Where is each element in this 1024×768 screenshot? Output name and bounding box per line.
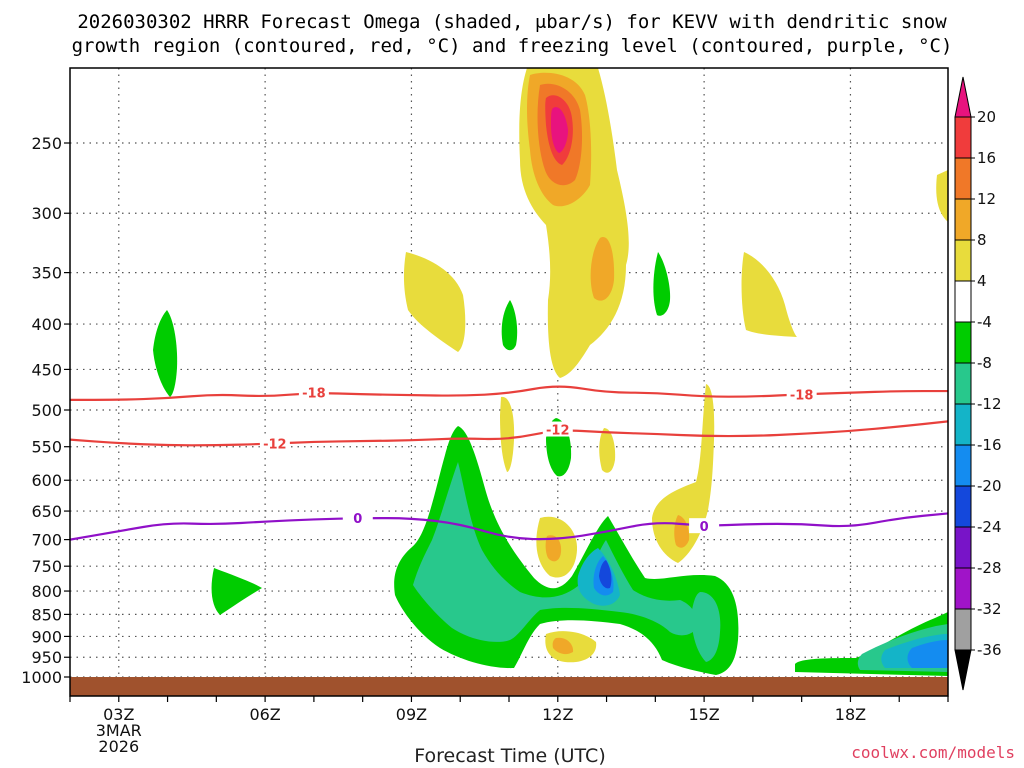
contour-label: 0 bbox=[700, 520, 709, 535]
contour-label-bg bbox=[298, 384, 329, 400]
omega-region-descent-teal bbox=[413, 462, 698, 642]
colorbar-label: -4 bbox=[977, 313, 992, 331]
y-tick-label: 700 bbox=[31, 531, 62, 550]
y-tick-label: 650 bbox=[31, 502, 62, 521]
y-tick-label: 250 bbox=[31, 134, 62, 153]
contour-label-bg bbox=[786, 386, 817, 402]
contour-label: 0 bbox=[353, 512, 362, 527]
colorbar-label: 16 bbox=[977, 149, 996, 167]
y-tick-label: 600 bbox=[31, 471, 62, 490]
colorbar-label: -36 bbox=[977, 641, 1002, 659]
colorbar-band bbox=[954, 362, 972, 405]
x-tick-label: 12Z bbox=[542, 705, 573, 724]
omega-region-descent-teal-b bbox=[691, 592, 721, 662]
x-tick-sublabel: 2026 bbox=[98, 737, 139, 756]
y-tick-label: 450 bbox=[31, 360, 62, 379]
omega-region-yellow-b bbox=[741, 252, 797, 337]
y-tick-label: 500 bbox=[31, 401, 62, 420]
y-tick-label: 1000 bbox=[21, 668, 62, 687]
colorbar-band bbox=[954, 485, 972, 528]
colorbar-label: 4 bbox=[977, 272, 987, 290]
contour-label: -12 bbox=[546, 424, 570, 439]
colorbar-label: -24 bbox=[977, 518, 1002, 536]
omega-region-yellow-d bbox=[500, 396, 515, 472]
omega-region-yellow-a bbox=[403, 252, 466, 352]
y-tick-label: 350 bbox=[31, 264, 62, 283]
omega-region-green-e bbox=[211, 568, 262, 615]
contour-label-bg bbox=[689, 518, 720, 534]
colorbar-band bbox=[954, 526, 972, 569]
x-tick-sublabel: 3MAR bbox=[96, 721, 142, 740]
contour-line bbox=[70, 512, 948, 541]
colorbar-band bbox=[954, 321, 972, 364]
omega-region-orange-small-a bbox=[545, 535, 562, 562]
omega-region-green-a bbox=[153, 310, 178, 397]
colorbar-band bbox=[954, 403, 972, 446]
contour-label-bg bbox=[342, 510, 373, 526]
y-tick-label: 750 bbox=[31, 557, 62, 576]
contour-label: -18 bbox=[790, 388, 814, 403]
contour-label-bg bbox=[259, 435, 290, 451]
y-tick-label: 400 bbox=[31, 315, 62, 334]
contour-line bbox=[70, 420, 948, 447]
colorbar-label: -8 bbox=[977, 354, 992, 372]
colorbar-band bbox=[954, 116, 972, 159]
colorbar-band bbox=[954, 280, 972, 323]
credit-link[interactable]: coolwx.com/models bbox=[851, 743, 1015, 762]
x-tick-label: 09Z bbox=[396, 705, 427, 724]
y-tick-label: 950 bbox=[31, 648, 62, 667]
colorbar-label: -20 bbox=[977, 477, 1002, 495]
colorbar-label: -28 bbox=[977, 559, 1002, 577]
colorbar-cap-top bbox=[954, 76, 972, 118]
colorbar-label: 8 bbox=[977, 231, 987, 249]
x-axis-label: Forecast Time (UTC) bbox=[414, 745, 605, 767]
omega-region-descent-sfc-blue bbox=[907, 640, 948, 668]
colorbar-label: 20 bbox=[977, 108, 996, 126]
omega-region-green-b bbox=[501, 300, 518, 351]
omega-region-descent-darkblue bbox=[599, 560, 612, 589]
chart-title-line1: 2026030302 HRRR Forecast Omega (shaded, … bbox=[77, 11, 947, 33]
colorbar-band bbox=[954, 444, 972, 487]
chart-title-line2: growth region (contoured, red, °C) and f… bbox=[72, 35, 953, 57]
y-tick-label: 900 bbox=[31, 627, 62, 646]
omega-region-20 bbox=[551, 107, 568, 153]
colorbar-band bbox=[954, 198, 972, 241]
colorbar: 20 16 12 8 4 -4 -8 -12 -16 -20 -24 -28 -32 -36 bbox=[954, 76, 1002, 691]
x-tick-label: 06Z bbox=[249, 705, 280, 724]
y-axis: 250 300 350 400 450 500 550 600 650 700 750 800 850 9… bbox=[21, 134, 70, 687]
contour-label: -12 bbox=[263, 437, 287, 452]
temperature-contours: -18 -18 -12 -12 0 0 bbox=[70, 384, 948, 541]
x-tick-label: 18Z bbox=[835, 705, 866, 724]
y-tick-label: 550 bbox=[31, 438, 62, 457]
omega-region-secondary-8 bbox=[590, 237, 615, 301]
colorbar-band bbox=[954, 567, 972, 610]
omega-region-yellow-e bbox=[599, 428, 616, 473]
colorbar-label: 12 bbox=[977, 190, 996, 208]
y-tick-label: 300 bbox=[31, 204, 62, 223]
x-tick-label: 15Z bbox=[688, 705, 719, 724]
y-tick-label: 800 bbox=[31, 582, 62, 601]
colorbar-cap-bottom bbox=[954, 649, 972, 691]
colorbar-band bbox=[954, 608, 972, 651]
colorbar-label: -12 bbox=[977, 395, 1002, 413]
colorbar-band bbox=[954, 239, 972, 282]
omega-region-yellow-c bbox=[936, 170, 948, 222]
colorbar-label: -32 bbox=[977, 600, 1002, 618]
omega-shading bbox=[153, 68, 948, 676]
omega-region-orange-small-c bbox=[552, 637, 574, 655]
colorbar-band bbox=[954, 157, 972, 200]
contour-label-bg bbox=[542, 421, 573, 437]
y-tick-label: 850 bbox=[31, 605, 62, 624]
colorbar-label: -16 bbox=[977, 436, 1002, 454]
contour-line bbox=[70, 385, 948, 401]
terrain-ground bbox=[70, 677, 948, 696]
contour-label: -18 bbox=[302, 387, 326, 402]
x-tick-label: 03Z bbox=[103, 705, 134, 724]
omega-region-green-c bbox=[653, 252, 671, 316]
